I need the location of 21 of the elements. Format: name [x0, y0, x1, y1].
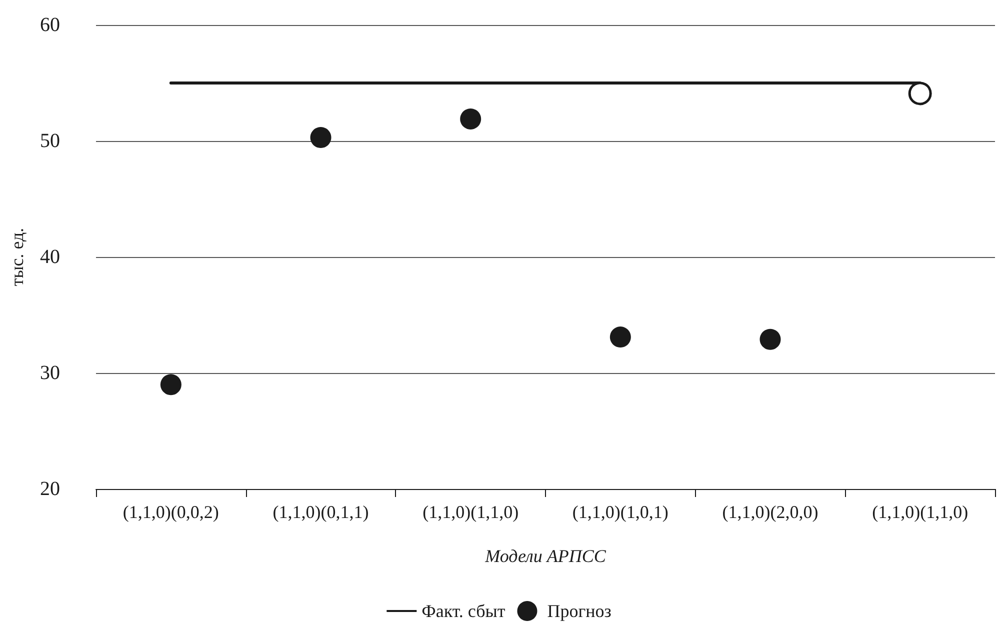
- legend-label: Прогноз: [547, 601, 612, 621]
- point: [908, 82, 932, 106]
- y-tick-label: 60: [40, 14, 60, 36]
- y-tick-label: 50: [40, 130, 60, 152]
- x-axis-title: Модели АРПСС: [484, 546, 607, 566]
- point: [460, 108, 482, 130]
- x-tick-label: (1,1,0)(2,0,0): [722, 502, 818, 522]
- y-tick-label: 20: [40, 478, 60, 500]
- x-tick-label: (1,1,0)(1,0,1): [572, 502, 668, 522]
- x-tick-label: (1,1,0)(0,0,2): [122, 502, 219, 522]
- x-tick-label: (1,1,0)(0,1,1): [272, 502, 369, 522]
- point: [160, 374, 182, 396]
- point: [610, 326, 631, 348]
- point: [310, 127, 332, 148]
- y-tick-label: 30: [40, 362, 60, 384]
- legend-label: Факт. сбыт: [422, 601, 506, 621]
- y-axis-title: тыс. ед.: [7, 228, 27, 286]
- y-tick-label: 40: [40, 246, 60, 268]
- x-tick-label: (1,1,0)(1,1,0): [422, 502, 519, 522]
- point: [760, 328, 781, 350]
- x-tick-label: (1,1,0)(1,1,0): [872, 502, 968, 522]
